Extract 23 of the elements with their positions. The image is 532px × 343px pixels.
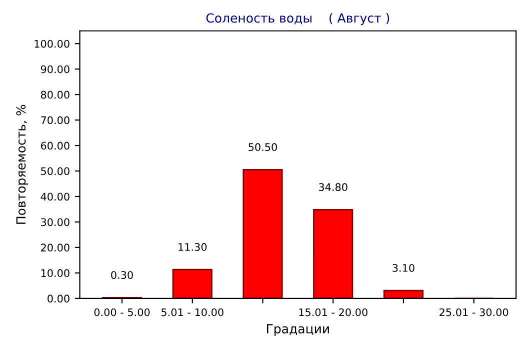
data-label: 3.10	[392, 264, 414, 272]
y-tick-label: 90.00	[40, 65, 70, 74]
y-tick-label: 20.00	[41, 244, 70, 252]
data-label: 0.30	[111, 271, 133, 279]
y-tick-label: 80.00	[40, 90, 70, 99]
chart-title: Соленость воды ( Август )	[206, 13, 390, 26]
x-tick-label: 15.01 - 20.00	[299, 308, 368, 316]
y-tick-label: 10.00	[41, 269, 70, 278]
data-label: 11.30	[178, 243, 207, 251]
x-tick-label: 0.00 - 5.00	[94, 308, 150, 316]
y-tick-label: 0.00	[48, 294, 70, 303]
data-label: 50.50	[248, 143, 277, 152]
x-tick-label: 5.01 - 10.00	[161, 308, 224, 316]
data-label: 34.80	[318, 183, 348, 192]
y-tick-label: 40.00	[40, 192, 70, 201]
y-tick-label: 100.00	[34, 40, 70, 48]
x-tick-label: 25.01 - 30.00	[440, 308, 508, 316]
y-tick-label: 70.00	[41, 116, 70, 124]
y-tick-label: 60.00	[40, 142, 70, 150]
x-axis-title: Градации	[267, 324, 329, 336]
y-tick-label: 30.00	[41, 218, 70, 226]
y-tick-label: 50.00	[41, 167, 70, 176]
y-axis-title: Повторяемость, %	[16, 104, 28, 224]
